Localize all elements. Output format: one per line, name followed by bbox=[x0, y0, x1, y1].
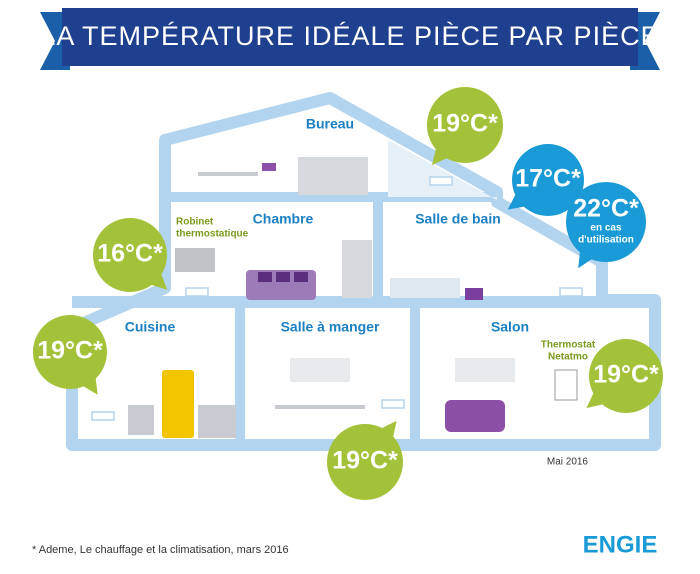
pillow bbox=[276, 272, 290, 282]
temperature: 19°C* bbox=[37, 337, 103, 365]
in-use-note: d'utilisation bbox=[578, 235, 634, 246]
bubble bbox=[33, 315, 107, 389]
cabinet bbox=[298, 157, 368, 195]
window bbox=[455, 358, 515, 382]
bubbles: 19°C* 16°C* 17°C*22°C* 19°C* 19°C* 19°C* en ca… bbox=[33, 87, 663, 500]
title: LA TEMPÉRATURE IDÉALE PIÈCE PAR PIÈCE bbox=[40, 21, 659, 51]
room-name: Cuisine bbox=[125, 319, 176, 335]
desk bbox=[198, 172, 258, 176]
wardrobe bbox=[342, 240, 372, 298]
fridge bbox=[162, 370, 194, 438]
temperature: 16°C* bbox=[97, 240, 163, 268]
room-name: Bureau bbox=[306, 116, 354, 132]
in-use-note: en cas bbox=[590, 223, 622, 234]
sofa bbox=[445, 400, 505, 432]
temperature: 17°C* bbox=[515, 165, 581, 193]
pillow bbox=[294, 272, 308, 282]
temperature: 19°C* bbox=[332, 447, 398, 475]
room-name: Salle à manger bbox=[281, 319, 380, 335]
pillow bbox=[258, 272, 272, 282]
bubble bbox=[512, 144, 584, 216]
basket bbox=[465, 288, 483, 300]
bubble bbox=[566, 182, 646, 262]
radiator bbox=[559, 287, 583, 297]
wall-shade bbox=[388, 140, 497, 200]
radiator bbox=[91, 411, 115, 421]
bathtub bbox=[390, 278, 460, 298]
temperature: 19°C* bbox=[593, 361, 659, 389]
date: Mai 2016 bbox=[547, 457, 589, 468]
device-label: Netatmo bbox=[548, 352, 588, 363]
temperature: 22°C* bbox=[573, 195, 639, 223]
radiator bbox=[185, 287, 209, 297]
bubble bbox=[93, 218, 167, 292]
radiator bbox=[429, 176, 453, 186]
device-label: Thermostat bbox=[541, 340, 596, 351]
thermostat-device bbox=[554, 369, 578, 401]
oven bbox=[128, 405, 154, 435]
room-name: Salon bbox=[491, 319, 529, 335]
radiator bbox=[381, 399, 405, 409]
room-name: Chambre bbox=[253, 211, 314, 227]
banner bbox=[62, 8, 638, 66]
window bbox=[290, 358, 350, 382]
bubble bbox=[427, 87, 503, 163]
table bbox=[275, 405, 365, 409]
room-name: Salle de bain bbox=[415, 211, 501, 227]
counter bbox=[198, 405, 236, 438]
bubble bbox=[327, 424, 403, 500]
logo: ENGIE bbox=[583, 531, 658, 558]
device-label: Robinet bbox=[176, 217, 214, 228]
valve-device bbox=[175, 248, 215, 272]
radiators bbox=[91, 176, 583, 421]
furniture bbox=[128, 157, 578, 438]
temperature: 19°C* bbox=[432, 110, 498, 138]
bubble bbox=[589, 339, 663, 413]
footnote: * Ademe, Le chauffage et la climatisatio… bbox=[32, 544, 289, 556]
device-label: thermostatique bbox=[176, 229, 249, 240]
chair bbox=[262, 163, 276, 171]
